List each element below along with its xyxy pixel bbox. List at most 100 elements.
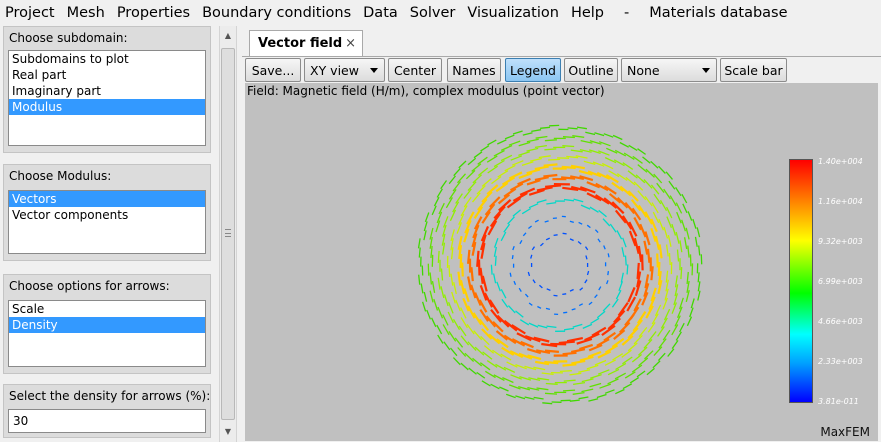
list-item[interactable]: Vector components — [12, 208, 129, 222]
field-arrow — [578, 303, 583, 307]
field-arrow — [596, 338, 610, 347]
field-arrow — [424, 212, 430, 223]
field-arrow — [594, 294, 598, 299]
field-arrow — [569, 238, 574, 242]
scroll-down-icon[interactable]: ▼ — [224, 427, 232, 436]
field-arrow — [528, 377, 541, 382]
menu-boundary-conditions[interactable]: Boundary conditions — [202, 5, 352, 21]
field-arrow — [519, 375, 532, 381]
modulus-group: Choose Modulus: Vectors Vector component… — [3, 164, 211, 261]
list-item-selected[interactable]: Modulus — [9, 99, 205, 115]
menu-bar: Project Mesh Properties Boundary conditi… — [0, 0, 881, 26]
field-arrow — [602, 303, 611, 312]
scale-tick-label: 3.81e-011 — [818, 397, 859, 406]
names-button[interactable]: Names — [447, 58, 501, 82]
field-arrow — [544, 392, 558, 395]
density-input[interactable] — [8, 409, 206, 433]
scale-bar-button[interactable]: Scale bar — [720, 58, 787, 82]
center-button[interactable]: Center — [388, 58, 442, 82]
field-arrow — [545, 184, 562, 188]
field-arrow — [436, 188, 443, 198]
view-select[interactable]: XY view — [304, 58, 385, 82]
field-arrow — [648, 331, 657, 342]
field-arrow — [532, 279, 536, 284]
field-arrow — [603, 245, 606, 250]
field-arrow — [586, 181, 601, 189]
list-item[interactable]: Imaginary part — [12, 84, 101, 98]
field-arrow — [620, 272, 624, 283]
field-arrow — [590, 373, 602, 379]
field-arrow — [474, 346, 485, 356]
brand-label: MaxFEM — [820, 425, 870, 439]
field-arrow — [473, 216, 483, 230]
menu-visualization[interactable]: Visualization — [467, 5, 559, 21]
list-item[interactable]: Scale — [12, 302, 45, 316]
outline-button[interactable]: Outline — [564, 58, 618, 82]
field-arrow — [459, 279, 466, 295]
splitter-scrollbar[interactable]: ▲ ▼ — [219, 26, 237, 442]
field-arrow — [615, 289, 622, 300]
field-arrow — [466, 324, 475, 335]
list-item-selected[interactable]: Density — [9, 317, 205, 333]
field-arrow — [476, 371, 486, 379]
field-arrow — [526, 147, 539, 152]
field-arrow — [438, 202, 445, 215]
field-arrow — [669, 195, 677, 207]
field-arrow — [471, 192, 481, 203]
field-arrow — [479, 267, 484, 284]
field-arrow — [448, 264, 451, 277]
field-arrow — [580, 139, 593, 144]
field-arrow — [474, 292, 482, 306]
field-arrow — [476, 185, 486, 195]
list-item[interactable]: Real part — [12, 68, 67, 82]
field-arrow — [437, 250, 440, 263]
legend-button[interactable]: Legend — [505, 58, 561, 82]
tab-divider — [242, 56, 881, 57]
scale-tick-label: 2.33e+003 — [818, 357, 863, 366]
field-arrow — [641, 254, 644, 271]
field-arrow — [431, 205, 437, 216]
menu-mesh[interactable]: Mesh — [66, 5, 105, 21]
list-item-selected[interactable]: Vectors — [9, 191, 205, 207]
field-arrow — [614, 209, 627, 224]
field-arrow — [563, 198, 575, 202]
field-arrow — [538, 284, 543, 289]
field-arrow — [650, 287, 657, 302]
left-panel: Choose subdomain: Subdomains to plot Rea… — [0, 26, 216, 442]
menu-solver[interactable]: Solver — [409, 5, 456, 21]
menu-materials-database[interactable]: Materials database — [649, 5, 788, 21]
field-arrow — [572, 135, 585, 138]
save-button[interactable]: Save... — [245, 58, 301, 82]
field-arrow — [463, 188, 472, 199]
menu-properties[interactable]: Properties — [116, 5, 191, 21]
field-arrow — [615, 362, 627, 371]
plot-area[interactable]: Field: Magnetic field (H/m), complex mod… — [245, 83, 878, 441]
field-arrow — [528, 203, 539, 209]
field-arrow — [569, 372, 582, 376]
close-icon[interactable]: × — [345, 36, 356, 51]
menu-project[interactable]: Project — [5, 5, 55, 21]
menu-data[interactable]: Data — [363, 5, 398, 21]
menu-help[interactable]: Help — [570, 5, 604, 21]
scale-tick-label: 1.16e+004 — [818, 197, 863, 206]
field-arrow — [569, 288, 574, 292]
scale-tick-label: 4.66e+003 — [818, 317, 863, 326]
list-item[interactable]: Subdomains to plot — [12, 52, 129, 66]
field-arrow — [619, 321, 631, 334]
field-arrow — [500, 154, 513, 162]
scroll-up-icon[interactable]: ▲ — [224, 31, 232, 40]
field-arrow — [490, 309, 502, 323]
field-arrow — [585, 255, 588, 260]
tab-vector-field[interactable]: Vector field × — [249, 30, 363, 56]
field-arrow — [572, 323, 583, 328]
field-arrow — [499, 386, 509, 392]
field-arrow — [530, 254, 533, 259]
field-arrow — [626, 264, 629, 275]
field-arrow — [518, 172, 533, 180]
none-select[interactable]: None — [621, 58, 717, 82]
field-arrow — [492, 273, 497, 284]
field-arrow — [486, 360, 498, 368]
scroll-thumb[interactable] — [221, 48, 235, 420]
field-arrow — [545, 237, 550, 241]
field-arrow — [579, 148, 592, 153]
